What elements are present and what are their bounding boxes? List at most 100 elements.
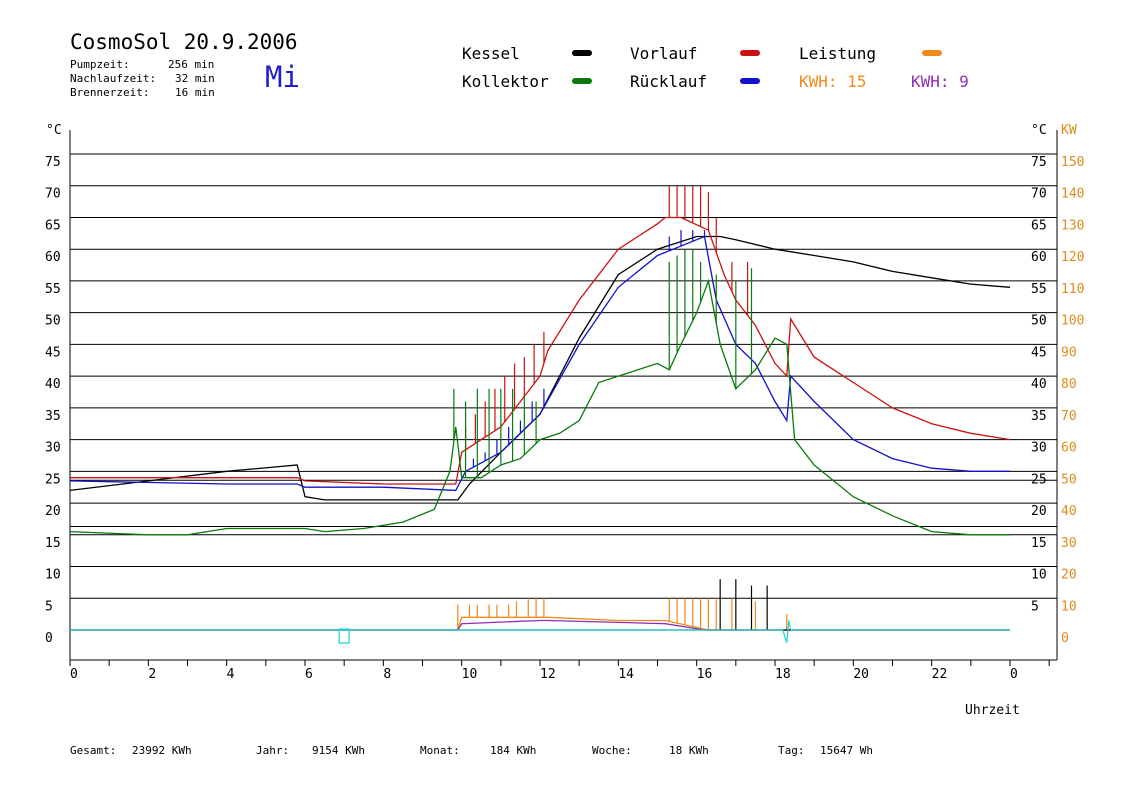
footer-gesamt: Gesamt: 23992 KWh <box>70 744 192 757</box>
legend-kessel: Kessel <box>462 44 520 63</box>
stat-pumpzeit: Pumpzeit: 256 min <box>70 58 214 71</box>
y-tick-label-left: 50 <box>45 314 61 329</box>
footer-woche: Woche: 18 KWh <box>592 744 709 757</box>
x-tick-label: 14 <box>618 667 634 682</box>
y-tick-label-kw: 10 <box>1061 599 1077 614</box>
y-tick-label-kw: 0 <box>1061 631 1069 646</box>
y-tick-label-left: 35 <box>45 409 61 424</box>
y-tick-label-kw: 70 <box>1061 409 1077 424</box>
y-tick-label-right: 5 <box>1031 599 1039 614</box>
y-tick-label-kw: 60 <box>1061 441 1077 456</box>
x-tick-label: 12 <box>540 667 556 682</box>
y-tick-label-right: 45 <box>1031 345 1047 360</box>
series-line-kollektor <box>69 278 1010 536</box>
series-line-purple <box>70 619 1010 631</box>
stat-label: Pumpzeit: <box>70 58 130 71</box>
legend-leistung: Leistung <box>799 44 877 63</box>
x-tick-label: 6 <box>305 667 313 682</box>
y-tick-label-left: 45 <box>45 345 61 360</box>
stat-label: Brennerzeit: <box>70 86 150 99</box>
y-tick-label-right: 40 <box>1031 377 1047 392</box>
y-tick-label-right: 15 <box>1031 536 1047 551</box>
stat-value: 16 min <box>175 86 215 99</box>
axes <box>69 130 1058 666</box>
legend-leistung-swatch <box>922 50 942 56</box>
y-tick-label-left: 65 <box>45 218 61 233</box>
series-line-vorlauf <box>70 216 1011 485</box>
footer-woche-value: 18 KWh <box>669 744 709 757</box>
x-tick-label: 20 <box>853 667 869 682</box>
y-tick-label-kw: 130 <box>1061 218 1084 233</box>
y-tick-label-left: 10 <box>45 568 61 583</box>
y-tick-label-left: 40 <box>45 377 61 392</box>
stat-value: 256 min <box>168 58 215 71</box>
y-tick-label-left: 15 <box>45 536 61 551</box>
y-tick-label-right: 35 <box>1031 409 1047 424</box>
legend-vorlauf: Vorlauf <box>630 44 698 63</box>
stat-value: 32 min <box>175 72 215 85</box>
x-tick-label: 0 <box>1010 667 1018 682</box>
x-tick-label: 8 <box>383 667 391 682</box>
footer-gesamt-label: Gesamt: <box>70 744 117 757</box>
series-line-kessel <box>69 235 1011 501</box>
y-tick-label-right: 20 <box>1031 504 1047 519</box>
y-axis-label-right: °C <box>1031 123 1047 138</box>
y-tick-label-left: 5 <box>45 599 53 614</box>
y-tick-label-left: 60 <box>45 250 61 265</box>
y-tick-label-kw: 110 <box>1061 282 1084 297</box>
footer-tag-label: Tag: <box>778 744 805 757</box>
footer-gesamt-value: 23992 KWh <box>132 744 192 757</box>
x-tick-label: 22 <box>932 667 948 682</box>
y-axis-label-left: °C <box>46 123 62 138</box>
stat-nachlaufzeit: Nachlaufzeit: 32 min <box>70 72 215 85</box>
y-tick-label-right: 70 <box>1031 187 1047 202</box>
series-marker-cyan <box>338 628 350 644</box>
series-line-cyan <box>70 620 1010 643</box>
footer-jahr-value: 9154 KWh <box>312 744 365 757</box>
y-tick-label-kw: 40 <box>1061 504 1077 519</box>
footer-jahr-label: Jahr: <box>256 744 290 757</box>
y-tick-label-right: 30 <box>1031 441 1047 456</box>
x-tick-label: 4 <box>227 667 235 682</box>
y-tick-label-left: 25 <box>45 472 61 487</box>
stat-brennerzeit: Brennerzeit: 16 min <box>70 86 215 99</box>
legend-ruecklauf: Rücklauf <box>630 72 708 91</box>
footer-monat: Monat: 184 KWh <box>420 744 536 757</box>
y-tick-label-kw: 80 <box>1061 377 1077 392</box>
y-tick-label-kw: 90 <box>1061 345 1077 360</box>
chart-title: CosmoSol 20.9.2006 <box>70 30 298 54</box>
y-tick-label-right: 60 <box>1031 250 1047 265</box>
x-tick-label: 18 <box>775 667 791 682</box>
legend-vorlauf-swatch <box>740 50 760 56</box>
y-tick-label-kw: 30 <box>1061 536 1077 551</box>
weekday-label: Mi <box>265 60 300 94</box>
legend-kollektor-swatch <box>572 78 592 84</box>
x-tick-label: 16 <box>697 667 713 682</box>
y-tick-label-left: 20 <box>45 504 61 519</box>
y-tick-label-right: 65 <box>1031 218 1047 233</box>
y-tick-label-right: 25 <box>1031 472 1047 487</box>
y-tick-label-left: 55 <box>45 282 61 297</box>
legend-kollektor: Kollektor <box>462 72 549 91</box>
footer-monat-label: Monat: <box>420 744 460 757</box>
y-tick-label-kw: 20 <box>1061 568 1077 583</box>
legend-ruecklauf-swatch <box>740 78 760 84</box>
series-line-leistung <box>70 616 1010 631</box>
footer-tag-value: 15647 Wh <box>820 744 873 757</box>
y-tick-label-right: 75 <box>1031 155 1047 170</box>
footer-monat-value: 184 KWh <box>490 744 537 757</box>
footer-jahr: Jahr: 9154 KWh <box>256 744 365 757</box>
y-tick-label-left: 70 <box>45 187 61 202</box>
y-tick-label-kw: 150 <box>1061 155 1084 170</box>
y-tick-label-left: 75 <box>45 155 61 170</box>
legend-kwh-other: KWH: 9 <box>911 72 969 91</box>
y-tick-label-right: 55 <box>1031 282 1047 297</box>
y-tick-label-kw: 140 <box>1061 187 1084 202</box>
y-tick-label-left: 30 <box>45 441 61 456</box>
stat-label: Nachlaufzeit: <box>70 72 157 85</box>
y-tick-label-kw: 100 <box>1061 314 1084 329</box>
x-tick-label: 0 <box>70 667 78 682</box>
y-tick-label-kw: 50 <box>1061 472 1077 487</box>
grid <box>70 153 1057 599</box>
